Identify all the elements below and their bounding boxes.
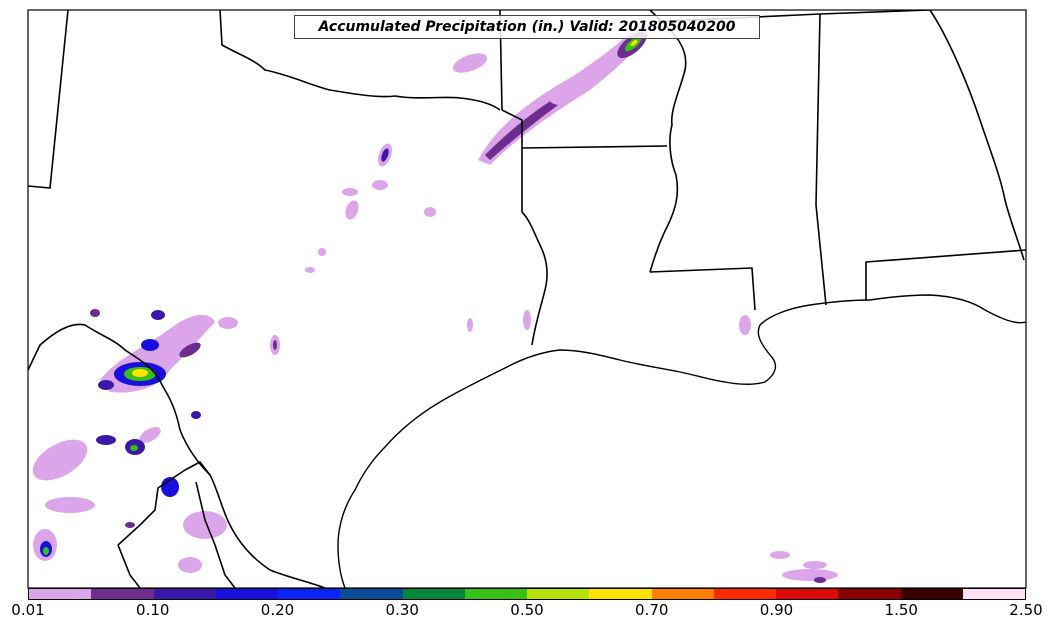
precip-cell-sw-16-peak [43,547,49,555]
boundary-al-fl [865,249,1026,300]
boundary-mexico-state-3 [117,544,141,588]
colorbar-segment-2 [153,589,216,599]
colorbar-tick-label: 0.01 [11,601,45,619]
colorbar-segment-10 [651,589,714,599]
precip-cell-ntx-1-core [381,148,389,162]
colorbar-segment-15 [962,589,1025,599]
coastlines [337,294,1026,588]
colorbar-tick-label: 0.20 [260,601,295,619]
colorbar-tick-label: 0.30 [385,601,419,619]
precip-band-northeast-core [485,95,565,160]
colorbar-tick-label: 0.90 [759,601,794,619]
precip-cell-sw-14 [183,511,227,539]
precip-cell-ntx-6 [318,248,326,256]
precip-cell-gulf-1 [782,569,838,581]
precip-cell-sw-11 [96,435,116,445]
political-boundaries [28,10,1026,588]
colorbar-segment-6 [402,589,465,599]
boundary-mexico-state-1 [117,461,211,546]
precip-cell-sw-3 [151,310,165,320]
colorbar-segment-9 [589,589,652,599]
colorbar-segment-4 [278,589,341,599]
boundary-ar-la [521,145,668,149]
precip-cell-ntx-5 [424,207,436,217]
colorbar-segment-1 [91,589,154,599]
precip-cell-sw-6 [179,342,201,358]
colorbar-segment-11 [713,589,776,599]
coastline-texas [337,349,621,588]
boundary-la-ms-south [649,267,756,311]
colorbar-tick-label: 2.50 [1009,601,1043,619]
precip-cell-ntx-3 [345,200,359,220]
precip-cell-gulf-4 [814,577,826,583]
colorbar-segment-0 [29,589,92,599]
boundary-red-river [219,10,501,111]
precip-cell-sw-8 [191,411,201,419]
precip-cell-sw-15 [178,557,202,573]
coastline-gulf-east [869,294,1026,324]
precip-cell-sw-10-core [130,445,138,451]
colorbar-segment-12 [776,589,839,599]
boundary-nm-panhandle [28,10,69,189]
coastline-louisiana [619,299,871,385]
precip-cell-sw-9 [139,427,161,443]
precip-cell-sw-17 [45,497,95,513]
colorbar-segment-5 [340,589,403,599]
precip-cell-sw-5 [218,317,238,329]
boundary-mississippi-river [649,10,687,273]
precip-cell-ar [550,95,570,105]
colorbar-tick-label: 0.70 [635,601,669,619]
boundary-mexico-state-2 [195,481,236,588]
precip-cell-sw-2 [141,339,159,351]
precip-cell-ntx-2 [372,180,388,190]
colorbar-tick-label: 0.10 [136,601,170,619]
colorbar-tick-label: 0.50 [510,601,544,619]
boundary-tx-la [501,109,548,346]
precip-cell-gulf-3 [803,561,827,569]
precip-cell-gulf-2 [770,551,790,559]
map-title: Accumulated Precipitation (in.) Valid: 2… [294,15,760,39]
precip-cell-ntx-4 [342,188,358,196]
precip-cell-ntx-10-core [273,340,277,350]
boundary-rio-grande [28,323,326,588]
precip-cell-la-coast [739,315,751,335]
precip-cell-ntx-8 [467,318,473,332]
colorbar-segment-8 [527,589,590,599]
precip-cell-sw-7 [98,380,114,390]
precip-cell-sw-main-yellow [132,369,148,377]
precip-cell-sw-12 [32,439,88,481]
precip-cell-ok [452,53,488,73]
boundary-ms-al [815,13,827,306]
colorbar-segment-14 [900,589,963,599]
precip-cell-sw-4 [90,309,100,317]
precip-cell-sw-13 [161,477,179,497]
precipitation-colorbar [28,588,1026,600]
colorbar-segment-7 [464,589,527,599]
boundary-al-ga [929,10,1025,261]
precip-cell-sw-18 [125,522,135,528]
precip-cell-ntx-9 [523,310,531,330]
colorbar-segment-3 [215,589,278,599]
precip-cell-ntx-7 [305,267,315,273]
colorbar-segment-13 [838,589,901,599]
colorbar-tick-label: 1.50 [884,601,918,619]
precip-cell-ne-top-peak [630,40,638,46]
